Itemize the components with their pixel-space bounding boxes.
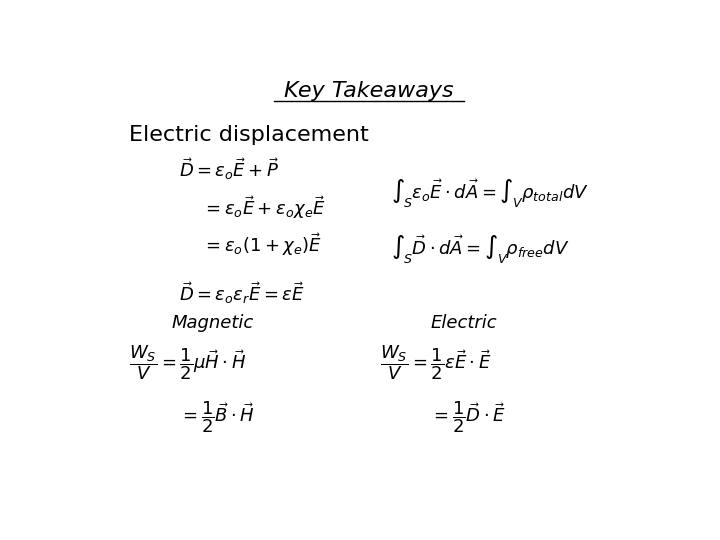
Text: $= \dfrac{1}{2} \vec{B} \cdot \vec{H}$: $= \dfrac{1}{2} \vec{B} \cdot \vec{H}$	[179, 400, 255, 435]
Text: $\dfrac{W_S}{V} = \dfrac{1}{2} \epsilon \vec{E} \cdot \vec{E}$: $\dfrac{W_S}{V} = \dfrac{1}{2} \epsilon …	[380, 343, 492, 382]
Text: $\vec{D} = \epsilon_o \epsilon_r \vec{E} = \epsilon \vec{E}$: $\vec{D} = \epsilon_o \epsilon_r \vec{E}…	[179, 280, 305, 306]
Text: $\dfrac{W_S}{V} = \dfrac{1}{2} \mu \vec{H} \cdot \vec{H}$: $\dfrac{W_S}{V} = \dfrac{1}{2} \mu \vec{…	[129, 343, 246, 382]
Text: $\int_S \vec{D} \cdot d\vec{A} = \int_V \rho_{free} dV$: $\int_S \vec{D} \cdot d\vec{A} = \int_V …	[392, 233, 570, 265]
Text: Key Takeaways: Key Takeaways	[284, 82, 454, 102]
Text: $= \epsilon_o \left(1 + \chi_e\right) \vec{E}$: $= \epsilon_o \left(1 + \chi_e\right) \v…	[202, 231, 321, 258]
Text: $\vec{D} = \epsilon_o \vec{E} + \vec{P}$: $\vec{D} = \epsilon_o \vec{E} + \vec{P}$	[179, 156, 279, 182]
Text: $\int_S \epsilon_o \vec{E} \cdot d\vec{A} = \int_V \rho_{total} dV$: $\int_S \epsilon_o \vec{E} \cdot d\vec{A…	[392, 177, 589, 209]
Text: $= \dfrac{1}{2} \vec{D} \cdot \vec{E}$: $= \dfrac{1}{2} \vec{D} \cdot \vec{E}$	[431, 400, 506, 435]
Text: $= \epsilon_o \vec{E} + \epsilon_o \chi_e \vec{E}$: $= \epsilon_o \vec{E} + \epsilon_o \chi_…	[202, 194, 325, 220]
Text: Magnetic: Magnetic	[171, 314, 254, 332]
Text: Electric: Electric	[431, 314, 498, 332]
Text: Electric displacement: Electric displacement	[129, 125, 369, 145]
